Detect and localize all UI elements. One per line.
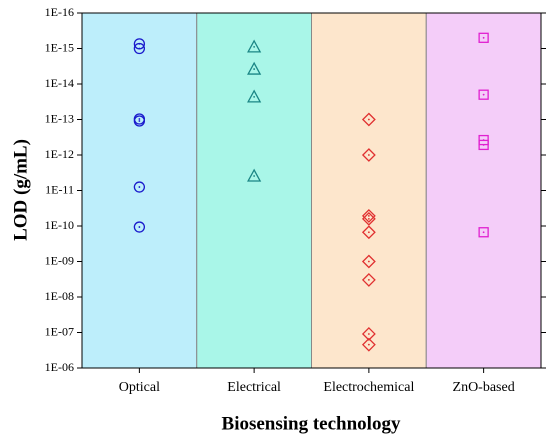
- data-point: [133, 181, 146, 193]
- category-band: [425, 12, 542, 369]
- data-point: [133, 113, 146, 125]
- data-point: [361, 112, 376, 127]
- data-point: [478, 227, 489, 238]
- data-point-dot: [253, 175, 256, 177]
- data-point-dot: [482, 144, 485, 146]
- y-tick-label: 1E-12: [45, 147, 74, 161]
- data-point: [361, 327, 376, 341]
- data-point: [361, 211, 376, 226]
- data-point-dot: [138, 120, 141, 122]
- x-tick-label: Electrical: [227, 380, 281, 395]
- data-point: [247, 61, 262, 75]
- y-tick-label: 1E-13: [45, 111, 74, 125]
- data-point: [478, 89, 489, 100]
- y-tick-label: 1E-06: [45, 360, 74, 374]
- y-tick-label: 1E-15: [45, 40, 74, 54]
- data-point-dot: [367, 279, 370, 281]
- data-point-dot: [138, 226, 141, 228]
- data-point-dot: [482, 231, 485, 234]
- data-point-dot: [367, 231, 370, 234]
- data-point-dot: [367, 333, 370, 335]
- data-point-dot: [253, 68, 256, 70]
- data-point: [247, 39, 262, 53]
- data-point-dot: [367, 343, 370, 346]
- data-point: [478, 139, 489, 151]
- y-tick-label: 1E-08: [45, 289, 74, 303]
- data-point: [361, 208, 376, 223]
- category-band: [81, 12, 198, 369]
- y-axis-label: LOD (g/mL): [10, 139, 31, 241]
- y-tick-label: 1E-07: [45, 324, 74, 338]
- data-point-dot: [367, 260, 370, 263]
- y-tick-label: 1E-16: [45, 5, 74, 19]
- data-point-dot: [482, 93, 485, 96]
- data-point-dot: [367, 154, 370, 156]
- data-point: [361, 225, 376, 240]
- x-tick-label: Optical: [119, 380, 160, 395]
- data-point-dot: [138, 118, 141, 120]
- data-point: [361, 272, 376, 287]
- y-tick-label: 1E-14: [45, 76, 74, 90]
- y-tick-label: 1E-10: [45, 218, 74, 232]
- y-tick-label: 1E-11: [45, 182, 74, 196]
- data-point: [133, 221, 146, 233]
- data-point: [361, 148, 376, 162]
- y-tick-label: 1E-09: [45, 253, 74, 267]
- data-point: [478, 32, 489, 43]
- category-band: [196, 12, 312, 369]
- data-point: [361, 254, 376, 269]
- data-point-dot: [253, 45, 256, 48]
- x-axis-label: Biosensing technology: [222, 413, 401, 434]
- data-point-dot: [367, 118, 370, 121]
- data-point-dot: [482, 36, 485, 39]
- category-band: [311, 12, 427, 369]
- data-point: [133, 42, 146, 55]
- data-point-dot: [138, 186, 141, 188]
- x-tick-label: ZnO-based: [453, 380, 515, 395]
- data-point-dot: [253, 95, 256, 98]
- data-point: [361, 337, 376, 352]
- data-point-dot: [367, 215, 370, 217]
- x-tick-label: Electrochemical: [323, 380, 414, 395]
- data-point-dot: [367, 217, 370, 220]
- data-point-dot: [138, 47, 141, 50]
- data-point: [247, 89, 262, 103]
- data-point: [247, 168, 262, 182]
